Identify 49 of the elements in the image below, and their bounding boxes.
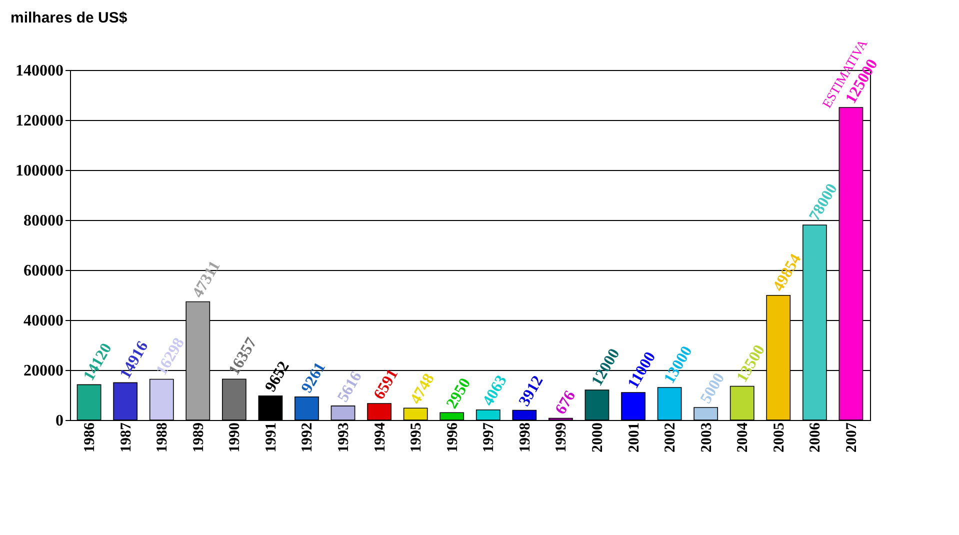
x-tick-label: 2005 (771, 422, 788, 452)
x-tick-label: 1988 (154, 422, 171, 452)
x-tick-label: 1996 (444, 422, 461, 452)
bar (330, 406, 356, 420)
x-tick-label: 2004 (735, 422, 752, 452)
data-label: 676 (552, 388, 580, 418)
x-tick-label: 1995 (408, 422, 425, 452)
x-tick-label: 1987 (118, 422, 134, 452)
y-tick-label: 20000 (24, 362, 64, 380)
bar (113, 382, 138, 420)
x-tick-label: 1992 (300, 422, 316, 452)
bar (403, 408, 428, 420)
x-tick-label: 1989 (190, 422, 207, 452)
y-tick-label: 40000 (24, 312, 64, 330)
y-tick-label: 120000 (16, 112, 64, 130)
bar (367, 403, 392, 420)
bar (149, 378, 174, 420)
y-tick-label: 0 (56, 412, 64, 430)
x-tick-label: 2000 (590, 422, 606, 452)
y-tick-label: 80000 (24, 212, 64, 230)
bar (657, 387, 682, 420)
x-tick-label: 1986 (82, 422, 98, 452)
bar (440, 412, 464, 420)
bar (76, 384, 102, 420)
x-tick-label: 1993 (336, 422, 352, 452)
bar (730, 386, 754, 420)
x-tick-label: 2006 (808, 422, 824, 452)
x-tick-label: 2003 (698, 422, 715, 452)
x-tick-label: 1991 (263, 422, 280, 452)
x-tick-label: 1994 (372, 422, 388, 452)
y-tick-label: 100000 (16, 162, 64, 180)
y-tick-label: 140000 (16, 62, 64, 80)
bar (222, 378, 246, 420)
bar (512, 410, 537, 420)
bar (621, 392, 646, 420)
x-tick-label: 1997 (481, 422, 498, 452)
bar (476, 409, 500, 420)
x-tick-label: 1990 (227, 422, 244, 452)
x-tick-label: 1999 (554, 422, 570, 452)
bar (694, 407, 718, 420)
y-axis-title: milhares de US$ (10, 10, 128, 26)
x-tick-label: 2001 (626, 422, 642, 452)
y-tick-label: 60000 (24, 262, 64, 280)
bar (258, 395, 283, 420)
x-tick-label: 1998 (517, 422, 534, 452)
bar (584, 390, 610, 420)
bar (294, 396, 319, 420)
x-tick-label: 2007 (844, 422, 860, 452)
x-tick-label: 2002 (662, 422, 679, 452)
